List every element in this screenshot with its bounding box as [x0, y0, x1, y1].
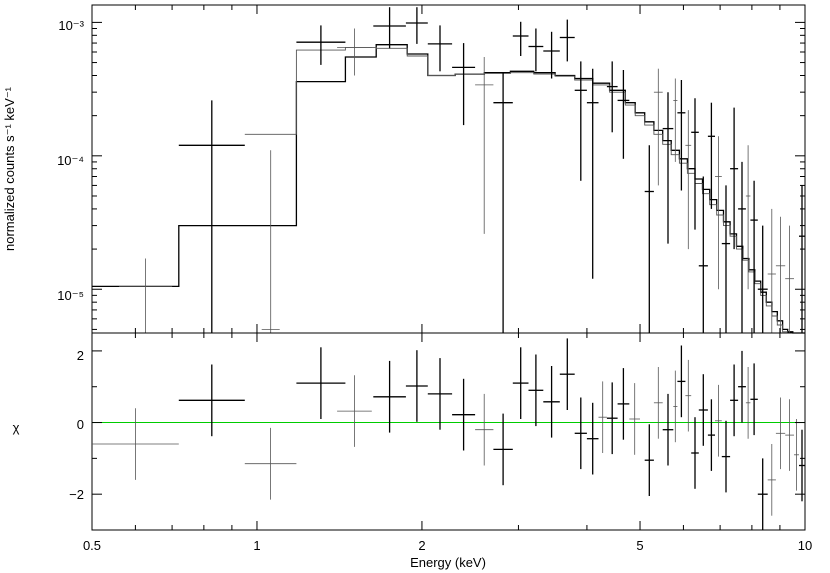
residual-y-axis-label: χ: [13, 420, 20, 435]
y-tick-label-2: 2: [77, 348, 84, 363]
x-axis-label: Energy (keV): [410, 555, 486, 570]
spectrum-y-tick-labels: 10⁻⁵ 10⁻⁴ 10⁻³: [57, 18, 85, 303]
x-tick-label-10: 10: [798, 538, 812, 553]
x-tick-label-0.5: 0.5: [83, 538, 101, 553]
y-tick-label-0: 0: [77, 417, 84, 432]
model-curve-light: [244, 46, 805, 334]
x-tick-label-2: 2: [418, 538, 425, 553]
y-tick-label-1e-4: 10⁻⁴: [57, 153, 84, 168]
spectrum-model-group: [92, 44, 805, 334]
x-tick-labels: 0.5 1 2 5 10: [83, 538, 812, 553]
x-tick-label-5: 5: [636, 538, 643, 553]
spectrum-panel: 10⁻⁵ 10⁻⁴ 10⁻³ normalized counts s⁻¹ keV…: [2, 4, 806, 334]
y-tick-label-minus2: −2: [69, 487, 84, 502]
spectrum-frame: [91, 4, 806, 334]
residual-frame: [91, 332, 806, 531]
residual-data-group: [92, 338, 805, 530]
residual-ticks-group: [91, 333, 806, 531]
residual-y-tick-labels: −2 0 2: [69, 348, 84, 502]
model-curve-dark: [92, 44, 805, 334]
residual-panel: −2 0 2 χ 0.5 1 2 5 10 Energy (keV): [13, 332, 812, 570]
spectrum-ticks-group: [91, 5, 806, 333]
y-tick-label-1e-3: 10⁻³: [58, 18, 84, 33]
spectrum-data-group: [119, 7, 805, 333]
x-tick-label-1: 1: [253, 538, 260, 553]
y-tick-label-1e-5: 10⁻⁵: [57, 288, 84, 303]
spectrum-y-axis-label: normalized counts s⁻¹ keV⁻¹: [2, 86, 17, 251]
